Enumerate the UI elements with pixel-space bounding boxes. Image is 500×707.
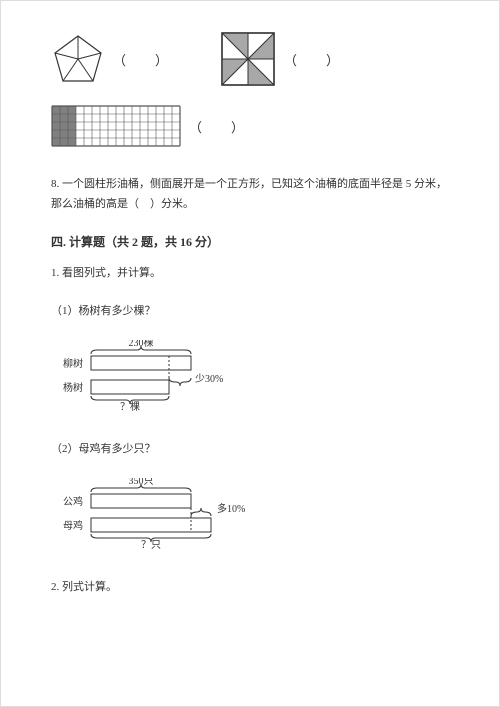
shape-row-1: （ ） （ ） — [51, 31, 449, 87]
question-4-1: 1. 看图列式，并计算。 — [51, 264, 449, 280]
svg-text:柳树: 柳树 — [63, 357, 83, 370]
bar-diagram-1: 230棵柳树杨树 少30% ？棵 — [61, 340, 449, 418]
grid-shape — [51, 105, 181, 147]
svg-text:多10%: 多10% — [217, 502, 245, 515]
page: （ ） （ ） （ ） 8. 一个圆柱形油桶，侧面展开是一个正方形，已知这个油桶… — [0, 0, 500, 707]
svg-text:？棵: ？棵 — [120, 400, 140, 413]
svg-text:母鸡: 母鸡 — [63, 519, 83, 532]
grid-blank: （ ） — [189, 117, 252, 136]
shape-row-2: （ ） — [51, 105, 449, 147]
svg-text:少30%: 少30% — [195, 373, 223, 385]
pentagon-shape — [51, 33, 105, 85]
svg-text:230棵: 230棵 — [129, 340, 154, 349]
square-blank: （ ） — [284, 50, 347, 69]
svg-text:350只: 350只 — [129, 478, 154, 487]
question-8: 8. 一个圆柱形油桶，侧面展开是一个正方形，已知这个油桶的底面半径是 5 分米，… — [51, 175, 449, 215]
square-shape — [220, 31, 276, 87]
svg-text:？只: ？只 — [141, 540, 161, 551]
question-4-2: 2. 列式计算。 — [51, 578, 449, 594]
question-4-1-2: （2）母鸡有多少只？ — [51, 440, 449, 456]
svg-text:公鸡: 公鸡 — [63, 495, 83, 508]
pentagon-blank: （ ） — [113, 50, 176, 69]
bar-diagram-2: 350只公鸡母鸡 多10% ？只 — [61, 478, 449, 556]
question-4-1-1: （1）杨树有多少棵？ — [51, 302, 449, 318]
svg-text:杨树: 杨树 — [63, 381, 83, 394]
section-4-title: 四. 计算题（共 2 题，共 16 分） — [51, 233, 449, 250]
